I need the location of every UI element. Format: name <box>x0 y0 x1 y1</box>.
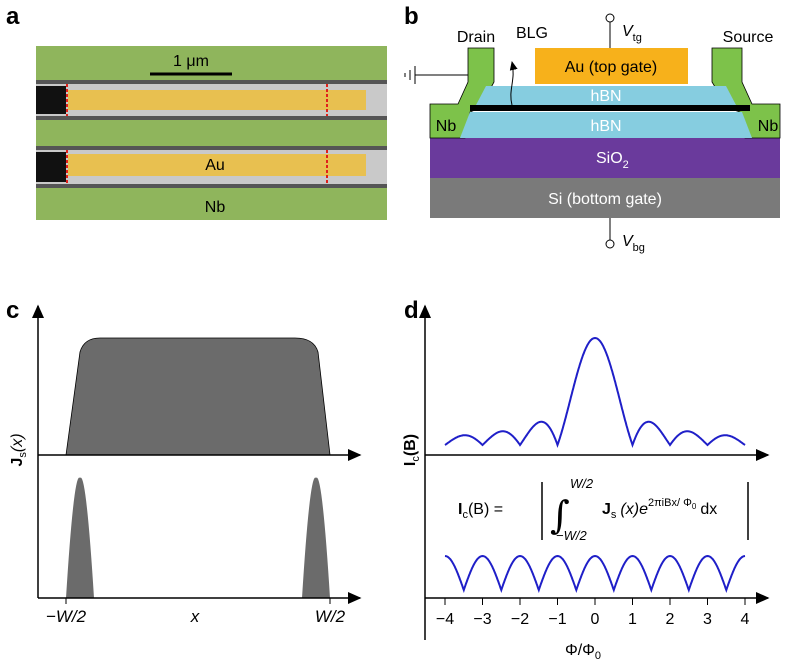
scale-bar-label: 1 μm <box>173 53 209 70</box>
x-tick-label: 2 <box>666 611 675 628</box>
exp: 2πiBx/ Φ <box>648 497 692 509</box>
sub: s <box>17 452 29 458</box>
sub: c <box>462 509 468 521</box>
x-tick-label: 3 <box>703 611 712 628</box>
arg: (x)e <box>620 501 648 518</box>
j: J <box>9 458 26 467</box>
blg-label: BLG <box>516 25 548 42</box>
text: SiO <box>596 150 623 167</box>
phi: Φ/Φ <box>565 642 595 659</box>
formula: Ic(B) = ∫ W/2 −W/2 Js (x)e2πiBx/ Φ0 dx <box>458 476 749 543</box>
hbn-label: hBN <box>590 88 621 105</box>
v: V <box>622 23 634 40</box>
sub: tg <box>633 32 642 44</box>
squid-curve <box>444 554 746 593</box>
fraunhofer-curve <box>444 336 746 449</box>
j: J <box>602 501 611 518</box>
x-tick-label: x <box>190 607 200 626</box>
sub: bg <box>633 242 645 254</box>
sub: c <box>410 456 422 462</box>
arg: (B) = <box>468 501 503 518</box>
device-stack <box>404 13 781 249</box>
upper-limit: W/2 <box>570 476 594 491</box>
interference-plot: −4 −3 −2 −1 0 1 2 3 4 <box>419 304 770 640</box>
y-label: Js(x) <box>9 433 29 466</box>
source-label: Source <box>723 29 774 46</box>
vtg-label: Vtg <box>622 23 642 44</box>
hbn-label: hBN <box>590 118 621 135</box>
sub: 2 <box>623 159 629 171</box>
panel-label: d <box>404 297 419 324</box>
x-tick-label: 1 <box>628 611 637 628</box>
sub: 0 <box>595 650 601 662</box>
arg: (x) <box>9 433 26 452</box>
current-profiles <box>32 304 362 604</box>
y-label: Ic(B) <box>402 434 422 466</box>
panel-label: b <box>404 3 419 30</box>
x-tick-label: 4 <box>741 611 750 628</box>
formula-lhs: Ic(B) = <box>458 501 503 521</box>
si-label: Si (bottom gate) <box>548 191 662 208</box>
lower-limit: −W/2 <box>556 528 587 543</box>
top-gate-label: Au (top gate) <box>565 59 658 76</box>
i: I <box>458 501 462 518</box>
integrand: Js (x)e2πiBx/ Φ0 dx <box>602 497 717 521</box>
dx: dx <box>700 501 717 518</box>
v: V <box>622 233 634 250</box>
x-tick-label: −2 <box>511 611 529 628</box>
x-tick-label: 0 <box>591 611 600 628</box>
nb-label: Nb <box>205 199 226 216</box>
sio2-label: SiO2 <box>596 150 629 171</box>
exp-sub: 0 <box>692 502 697 511</box>
x-tick-label: −3 <box>473 611 491 628</box>
x-ticks: −W/2 x W/2 <box>46 598 346 626</box>
au-label: Au <box>205 157 225 174</box>
vbg-label: Vbg <box>622 233 645 254</box>
x-tick-label: −W/2 <box>46 607 87 626</box>
integral: ∫ <box>550 493 570 537</box>
panel-label: a <box>6 3 20 30</box>
arg: (B) <box>402 434 419 456</box>
nb-label: Nb <box>436 118 457 135</box>
drain-label: Drain <box>457 29 495 46</box>
sub: s <box>611 509 617 521</box>
x-label: Φ/Φ0 <box>565 642 601 662</box>
x-tick-label: W/2 <box>315 607 346 626</box>
micrograph <box>36 46 387 220</box>
panel-label: c <box>6 297 19 324</box>
i: I <box>402 462 419 466</box>
nb-label: Nb <box>758 118 779 135</box>
x-tick-label: −1 <box>548 611 566 628</box>
x-tick-label: −4 <box>436 611 454 628</box>
